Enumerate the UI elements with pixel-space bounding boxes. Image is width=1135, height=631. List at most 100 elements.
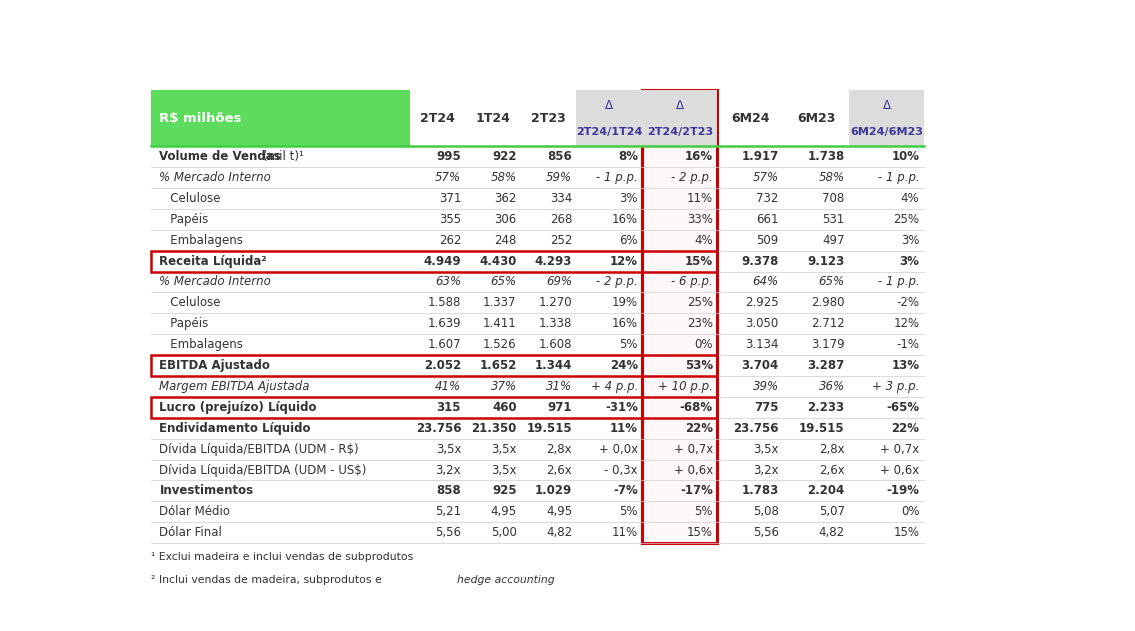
Text: 460: 460 <box>491 401 516 414</box>
Text: 5%: 5% <box>620 505 638 518</box>
Text: + 0,7x: + 0,7x <box>881 442 919 456</box>
Text: 3.179: 3.179 <box>812 338 844 351</box>
Text: 5,00: 5,00 <box>490 526 516 539</box>
Text: 23.756: 23.756 <box>415 422 461 435</box>
Text: 4%: 4% <box>901 192 919 205</box>
Text: 4.949: 4.949 <box>423 254 461 268</box>
Text: % Mercado Interno: % Mercado Interno <box>159 276 271 288</box>
Text: EBITDA Ajustado: EBITDA Ajustado <box>159 359 270 372</box>
Text: 1.738: 1.738 <box>807 150 844 163</box>
Text: 36%: 36% <box>818 380 844 393</box>
Text: 12%: 12% <box>893 317 919 330</box>
Text: 23.756: 23.756 <box>733 422 779 435</box>
Text: 8%: 8% <box>617 150 638 163</box>
Text: 4,95: 4,95 <box>546 505 572 518</box>
Text: R$ milhões: R$ milhões <box>159 112 242 125</box>
Text: 9.378: 9.378 <box>741 254 779 268</box>
Text: + 10 p.p.: + 10 p.p. <box>658 380 713 393</box>
Text: 4.293: 4.293 <box>535 254 572 268</box>
Text: 11%: 11% <box>612 526 638 539</box>
Text: 2T24/2T23: 2T24/2T23 <box>647 127 713 137</box>
Text: hedge accounting: hedge accounting <box>456 575 554 585</box>
Text: 315: 315 <box>437 401 461 414</box>
Text: 858: 858 <box>437 485 461 497</box>
Text: 33%: 33% <box>687 213 713 226</box>
Text: 3%: 3% <box>620 192 638 205</box>
Text: 268: 268 <box>549 213 572 226</box>
Bar <box>577 90 642 146</box>
Text: 1.029: 1.029 <box>535 485 572 497</box>
Text: 1.652: 1.652 <box>479 359 516 372</box>
Text: Δ: Δ <box>675 100 683 112</box>
Text: 2,6x: 2,6x <box>546 464 572 476</box>
Text: 0%: 0% <box>901 505 919 518</box>
Text: + 0,6x: + 0,6x <box>673 464 713 476</box>
Text: -1%: -1% <box>897 338 919 351</box>
Text: - 1 p.p.: - 1 p.p. <box>596 171 638 184</box>
Text: 25%: 25% <box>687 297 713 309</box>
Text: 497: 497 <box>822 233 844 247</box>
Text: 16%: 16% <box>684 150 713 163</box>
Text: 53%: 53% <box>684 359 713 372</box>
Text: -7%: -7% <box>613 485 638 497</box>
Text: (mil t)¹: (mil t)¹ <box>263 150 304 163</box>
Text: + 3 p.p.: + 3 p.p. <box>872 380 919 393</box>
Text: 22%: 22% <box>891 422 919 435</box>
Text: 2T24: 2T24 <box>420 112 455 125</box>
Text: 41%: 41% <box>435 380 461 393</box>
Text: 2,8x: 2,8x <box>546 442 572 456</box>
Text: 6M23: 6M23 <box>797 112 835 125</box>
Text: - 6 p.p.: - 6 p.p. <box>671 276 713 288</box>
Text: 995: 995 <box>437 150 461 163</box>
Text: 13%: 13% <box>891 359 919 372</box>
Text: 2.233: 2.233 <box>808 401 844 414</box>
Text: 2.204: 2.204 <box>807 485 844 497</box>
Text: 31%: 31% <box>546 380 572 393</box>
Text: 58%: 58% <box>818 171 844 184</box>
Text: Δ: Δ <box>605 100 613 112</box>
Text: 5,07: 5,07 <box>818 505 844 518</box>
Text: - 0,3x: - 0,3x <box>604 464 638 476</box>
Text: Lucro (prejuízo) Líquido: Lucro (prejuízo) Líquido <box>159 401 317 414</box>
Text: 69%: 69% <box>546 276 572 288</box>
Bar <box>642 90 717 543</box>
Text: ² Inclui vendas de madeira, subprodutos e: ² Inclui vendas de madeira, subprodutos … <box>151 575 385 585</box>
Text: 64%: 64% <box>753 276 779 288</box>
Text: 2,8x: 2,8x <box>819 442 844 456</box>
Text: 19.515: 19.515 <box>527 422 572 435</box>
Text: 11%: 11% <box>609 422 638 435</box>
Bar <box>151 397 717 418</box>
Text: 6%: 6% <box>620 233 638 247</box>
Text: 262: 262 <box>439 233 461 247</box>
Text: 2.712: 2.712 <box>810 317 844 330</box>
Text: Celulose: Celulose <box>159 192 221 205</box>
Text: 3.050: 3.050 <box>746 317 779 330</box>
Text: 65%: 65% <box>490 276 516 288</box>
Text: 3,5x: 3,5x <box>754 442 779 456</box>
Text: 5,56: 5,56 <box>435 526 461 539</box>
Text: 21.350: 21.350 <box>471 422 516 435</box>
Text: Endividamento Líquido: Endividamento Líquido <box>159 422 311 435</box>
Text: 65%: 65% <box>818 276 844 288</box>
Text: 2.980: 2.980 <box>812 297 844 309</box>
Text: + 4 p.p.: + 4 p.p. <box>590 380 638 393</box>
Text: 2T24/1T24: 2T24/1T24 <box>577 127 642 137</box>
Text: Dívida Líquida/EBITDA (UDM - R$): Dívida Líquida/EBITDA (UDM - R$) <box>159 442 359 456</box>
Text: 15%: 15% <box>684 254 713 268</box>
Text: 10%: 10% <box>891 150 919 163</box>
Text: 248: 248 <box>494 233 516 247</box>
Text: 59%: 59% <box>546 171 572 184</box>
Text: 775: 775 <box>755 401 779 414</box>
Text: 509: 509 <box>756 233 779 247</box>
Text: - 2 p.p.: - 2 p.p. <box>596 276 638 288</box>
Text: 252: 252 <box>549 233 572 247</box>
Text: 3,5x: 3,5x <box>436 442 461 456</box>
Text: 1.344: 1.344 <box>535 359 572 372</box>
Text: Embalagens: Embalagens <box>159 338 243 351</box>
Text: Investimentos: Investimentos <box>159 485 253 497</box>
Text: 58%: 58% <box>490 171 516 184</box>
Text: 362: 362 <box>494 192 516 205</box>
Text: 19%: 19% <box>612 297 638 309</box>
Text: 5%: 5% <box>695 505 713 518</box>
Text: Dólar Final: Dólar Final <box>159 526 222 539</box>
